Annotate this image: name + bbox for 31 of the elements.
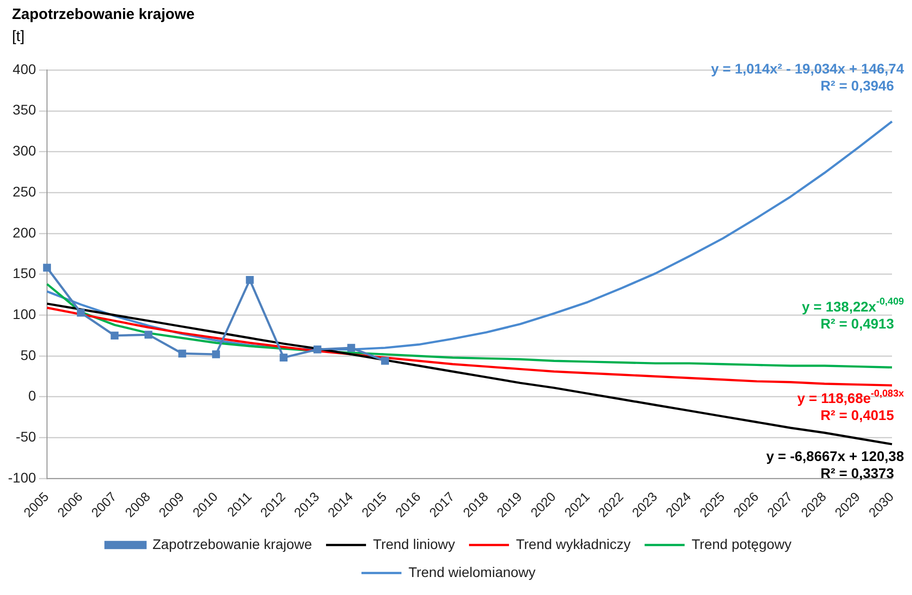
legend-label: Trend liniowy <box>373 536 456 552</box>
y-tick-label: 250 <box>12 183 36 200</box>
y-tick-label: 400 <box>12 60 36 77</box>
y-tick-label: 50 <box>20 346 36 363</box>
point <box>110 332 119 340</box>
point <box>43 264 51 272</box>
point <box>381 356 389 365</box>
y-tick-label: 300 <box>12 142 36 159</box>
y-tick-label: 200 <box>12 224 36 240</box>
point <box>280 354 288 362</box>
y-axis-title: [t] <box>12 28 25 45</box>
point <box>347 344 356 352</box>
annotation: y = -6,8667x + 120,38 R² = 0,3373 <box>766 448 904 482</box>
legend-label: Zapotrzebowanie krajowe <box>152 536 312 552</box>
legend-label: Trend wielomianowy <box>408 564 536 580</box>
point <box>76 308 85 317</box>
annotation: y = 1,014x² - 19,034x + 146,74 R² = 0,3946 <box>710 60 904 94</box>
legend-label: Trend wykładniczy <box>516 536 631 552</box>
y-tick-label: -50 <box>16 428 36 445</box>
chart-title: Zapotrzebowanie krajowe <box>12 6 195 23</box>
y-tick-label: 0 <box>28 388 36 404</box>
point <box>178 350 186 358</box>
y-tick-label: 150 <box>12 265 36 282</box>
y-tick-label: 350 <box>12 102 36 118</box>
legend-label: Trend potęgowy <box>692 536 792 552</box>
point <box>313 346 322 354</box>
point <box>246 276 254 284</box>
y-tick-label: -100 <box>8 469 36 486</box>
point <box>212 350 220 358</box>
point <box>144 330 152 339</box>
y-tick-label: 100 <box>12 306 36 322</box>
